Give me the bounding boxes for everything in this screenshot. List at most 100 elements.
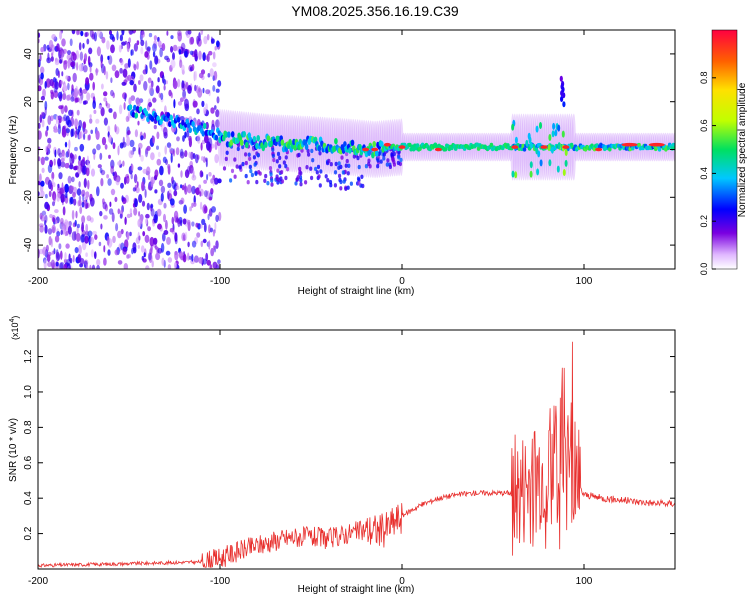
spectrogram-cell [87,134,90,141]
spectrogram-cell [121,30,125,36]
spectrogram-cell [138,211,141,217]
spectrogram-cell [62,206,66,216]
spectrogram-cell [42,88,46,98]
colorbar-gradient [711,29,738,270]
spectrogram-cell [138,106,143,113]
spectrogram-cell [80,30,84,37]
spectrogram-cell [180,184,183,189]
spectrogram-cell [186,122,191,129]
spectrogram-cell [95,118,100,124]
spectrogram-cell [521,143,525,149]
spectrogram-cell [160,242,165,253]
snr-x-tick-label: 0 [399,576,405,587]
spectrogram-cell [137,218,142,228]
spectrogram-cell [206,34,210,41]
spectrogram-cell [167,264,172,269]
spectrogram-cell [112,142,116,150]
spectrogram-cell [217,80,222,87]
spectrogram-cell [550,146,554,154]
spectrogram-cell [327,158,331,164]
spectrogram-cell [202,52,206,62]
spectrogram-cell [138,193,143,203]
spectrogram-cell [169,198,175,206]
spectrogram-cell [319,169,323,174]
spectrogram-cell [119,213,123,219]
spectrogram-cell [57,162,61,169]
spectrogram-cell [199,224,203,229]
spectrogram-cell [87,230,93,237]
spectrogram-cell [72,191,76,198]
snr-y-label: SNR (10 * v/v) [8,418,19,482]
spectrogram-cell [61,196,64,206]
spectrogram-cell [173,99,176,109]
spectrogram-cell [145,148,148,158]
spectrogram-cell [345,158,349,164]
spectrogram-cell [391,157,395,162]
spectrogram-cell [52,201,55,207]
spectrogram-cell [206,173,209,181]
spectrogram-cell [304,143,309,151]
spectrogram-cell [539,122,542,129]
spectrogram-cell [113,111,117,120]
spectrogram-cell [201,171,204,177]
spectrogram-cell [204,205,208,214]
spectrogram-cell [172,52,175,61]
spectrogram-cell [96,265,100,269]
spectrogram-cell [111,64,117,72]
spectrogram-cell [109,30,112,35]
spectrogram-x-tick-label: -100 [210,276,230,287]
spectrogram-cell [186,130,190,138]
spectrogram-cell [58,152,63,158]
figure-title: YM08.2025.356.16.19.C39 [291,3,459,19]
spectrogram-cell [170,153,173,164]
spectrogram-cell [40,72,44,80]
spectrogram-cell [44,156,49,161]
spectrogram-cell [172,44,178,52]
spectrogram-cell [68,109,73,117]
spectrogram-cell [525,139,529,147]
spectrogram-cell [80,234,85,243]
spectrogram-cell [176,116,181,123]
spectrogram-cell [300,148,304,153]
spectrogram-cell [100,223,103,230]
spectrogram-cell [205,89,211,95]
spectrogram-cell [276,151,281,157]
spectrogram-cell [529,170,533,178]
spectrogram-cell [253,162,257,167]
spectrogram-cell [84,235,89,244]
spectrogram-cell [282,160,286,165]
spectrogram-cell [100,178,104,187]
spectrogram-cell [160,92,164,100]
spectrogram-cell [47,261,52,267]
spectrogram-cell [106,40,110,50]
spectrogram-cell [124,40,128,45]
spectrogram-cell [165,250,171,256]
spectrogram-cell [208,224,211,234]
spectrogram-cell [65,243,70,249]
spectrogram-cell [171,180,176,189]
spectrogram-cell [98,104,103,110]
spectrogram-cell [81,201,85,208]
spectrogram-cell [154,55,159,65]
spectrogram-cell [58,172,63,180]
spectrogram-cell [126,42,130,53]
spectrogram-cell [165,80,168,85]
spectrogram-cell [141,255,145,261]
spectrogram-cell [191,202,194,208]
spectrogram-cell [71,61,76,67]
spectrogram-cell [179,219,183,227]
spectrogram-cell [182,89,187,99]
spectrogram-cell [89,236,95,245]
spectrogram-cell [316,164,321,170]
spectrogram-cell [69,38,73,47]
spectrogram-cell [203,107,207,115]
spectrogram-cell [399,157,403,163]
spectrogram-cell [158,92,161,98]
spectrogram-cell [288,138,292,146]
spectrogram-cell [129,79,134,86]
spectrogram-cell [117,230,122,239]
spectrogram-cell [529,141,533,149]
spectrogram-cell [129,139,135,148]
spectrogram-cell [118,104,123,115]
spectrogram-cell [67,175,72,184]
